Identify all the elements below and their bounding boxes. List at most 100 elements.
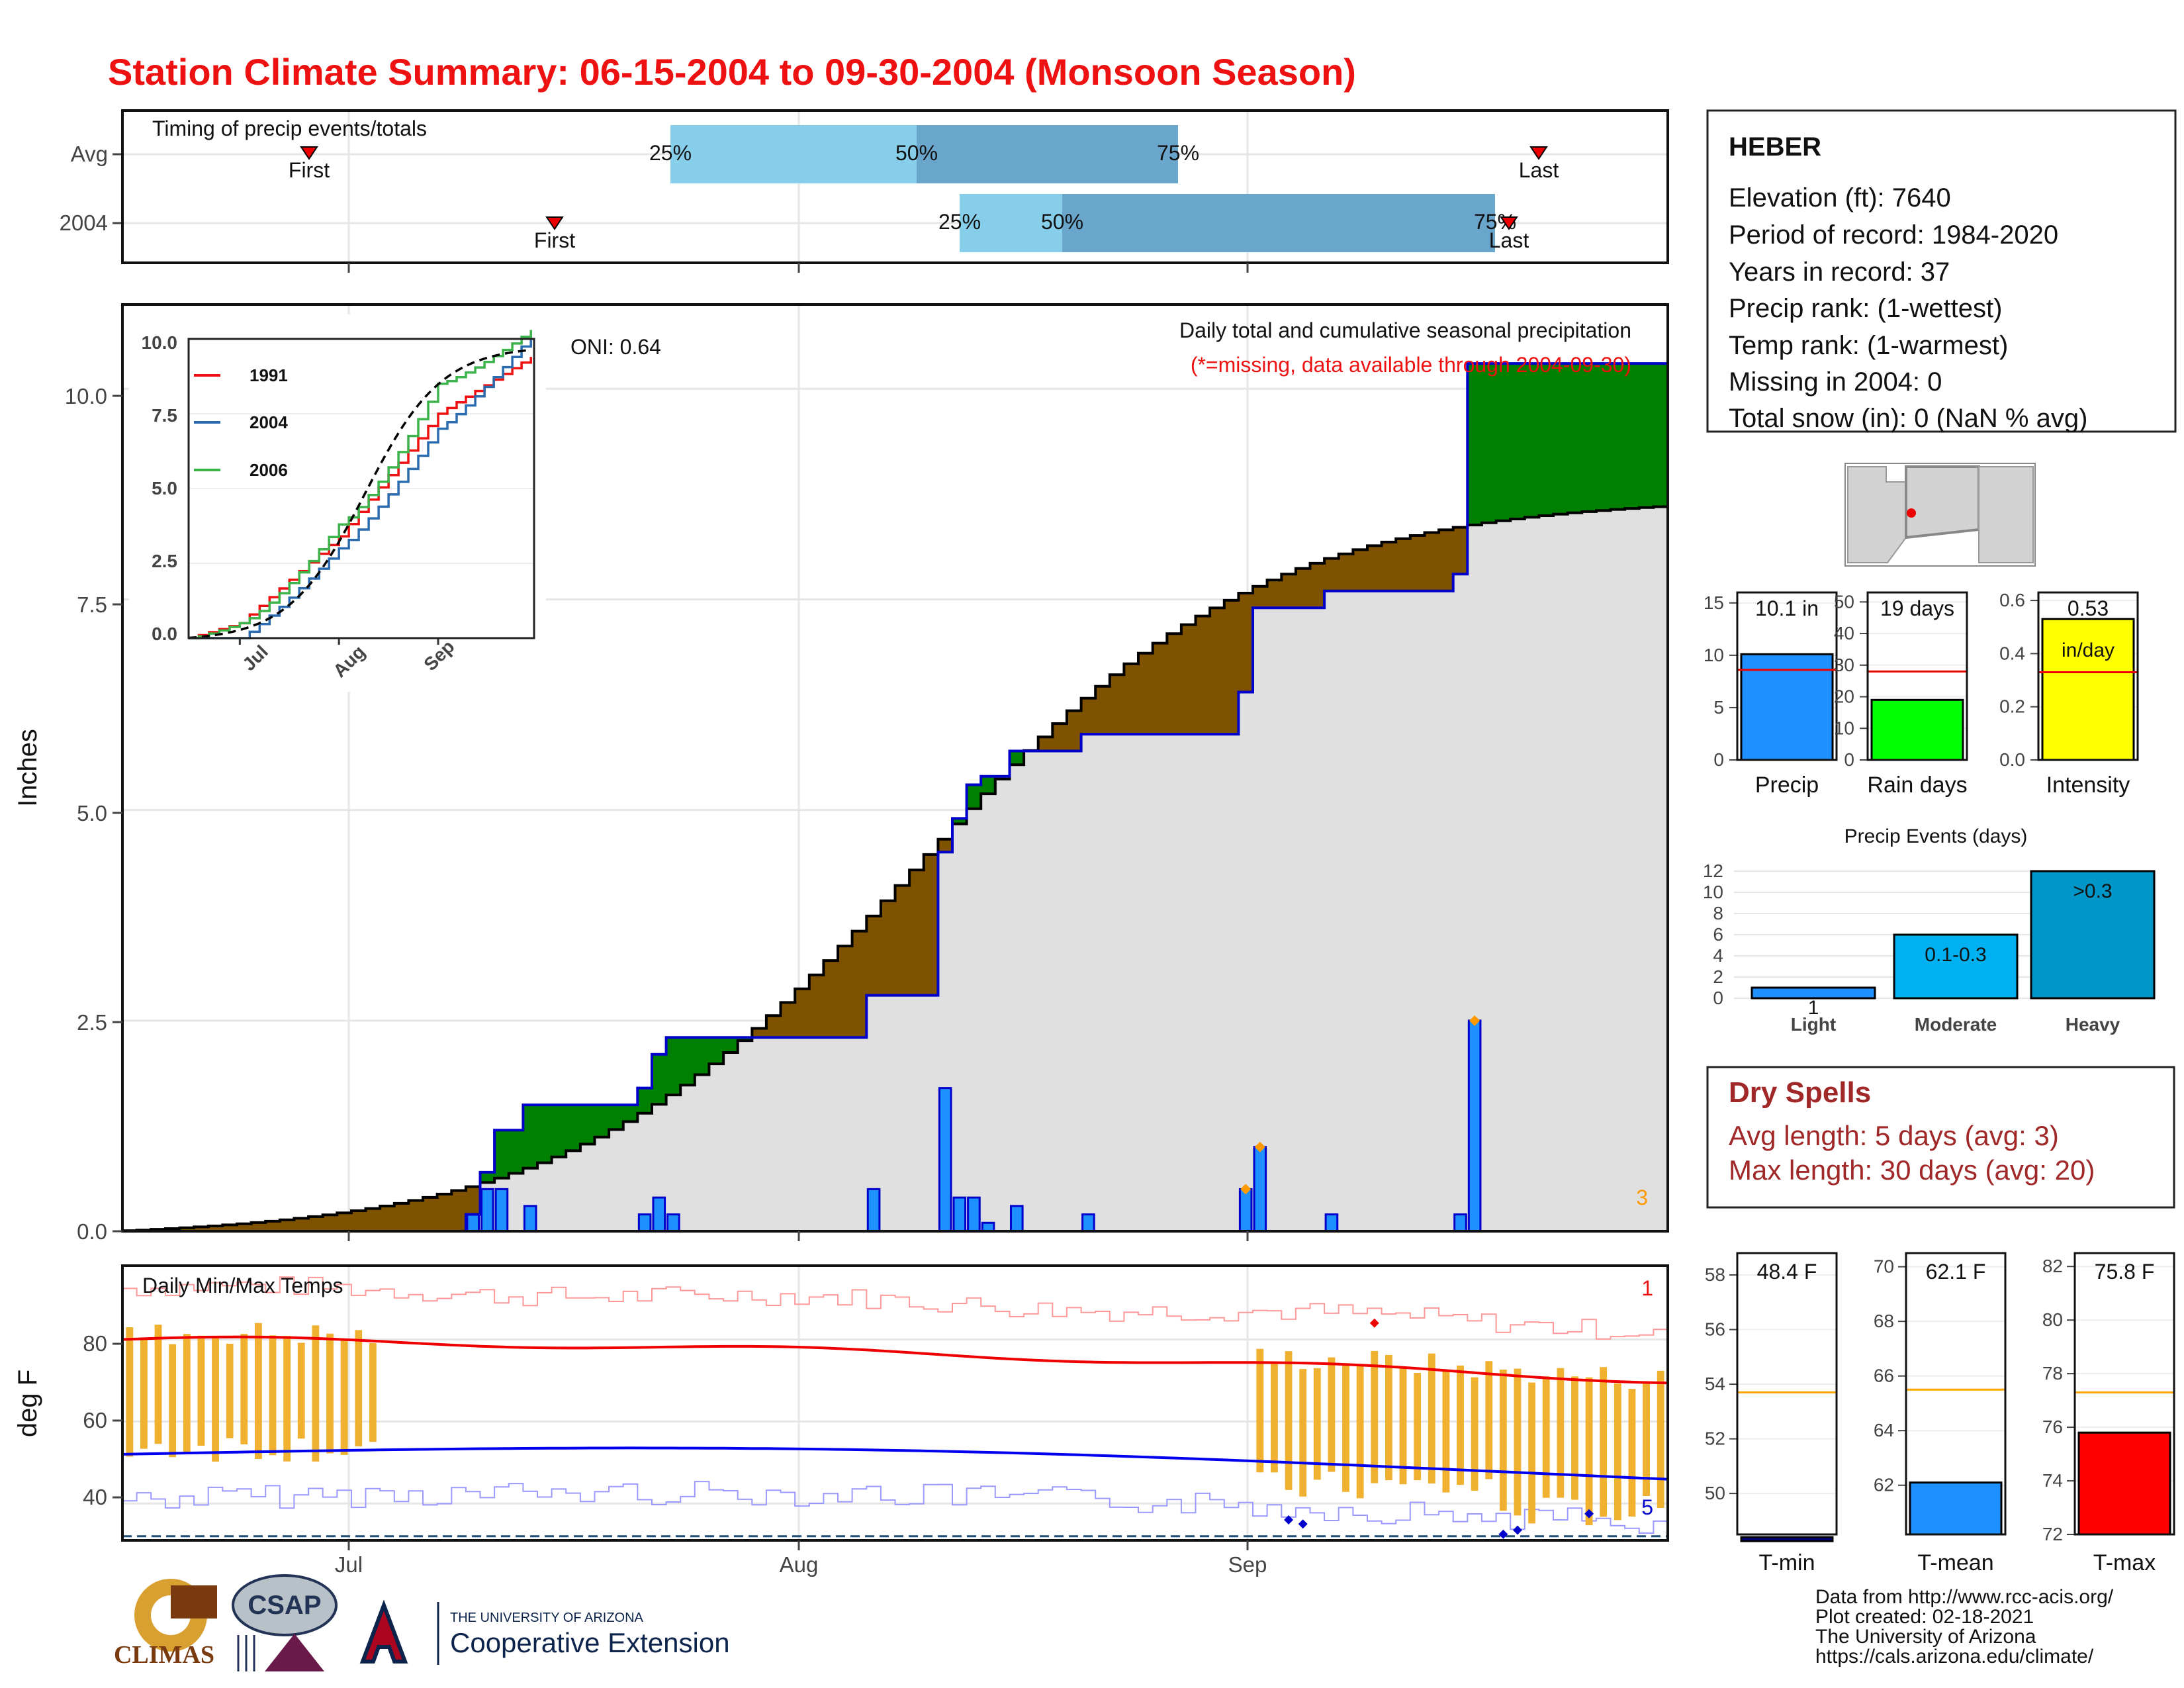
ua-small-text: THE UNIVERSITY OF ARIZONA bbox=[450, 1611, 644, 1625]
deficit-band bbox=[1152, 643, 1167, 735]
precip-note-missing: (*=missing, data available through 2004-… bbox=[1191, 353, 1631, 377]
deficit-band bbox=[351, 1211, 367, 1231]
dry-spells-title: Dry Spells bbox=[1729, 1076, 1871, 1109]
avg-last-label: Last bbox=[1519, 158, 1559, 182]
daily-temp-range-bar bbox=[154, 1325, 162, 1444]
events-ytick: 2 bbox=[1713, 966, 1723, 987]
csap-logo: CSAP bbox=[232, 1574, 338, 1671]
deficit-band bbox=[938, 839, 953, 853]
avg-first-marker bbox=[300, 146, 318, 160]
info-years: Years in record: 37 bbox=[1729, 258, 1950, 287]
temp-summary-ytick: 64 bbox=[1874, 1420, 1894, 1440]
summary-bar-rain-days bbox=[1870, 698, 1964, 761]
deficit-band bbox=[437, 1194, 452, 1231]
deficit-band bbox=[909, 870, 925, 996]
daily-precip-bar bbox=[952, 1196, 967, 1233]
summary-ytick: 10 bbox=[1704, 645, 1724, 665]
daily-precip-bar bbox=[523, 1205, 537, 1233]
temp-summary-ytick: 50 bbox=[1705, 1483, 1725, 1503]
inset-avg-line bbox=[188, 348, 531, 639]
summary-ytick: 30 bbox=[1834, 655, 1854, 675]
summary-ytick: 0.6 bbox=[1999, 590, 2025, 610]
deficit-band bbox=[208, 1225, 223, 1231]
summary-ytick: 5 bbox=[1713, 697, 1724, 718]
year-last-marker bbox=[1500, 216, 1518, 230]
deficit-band bbox=[1081, 698, 1096, 735]
daily-precip-bar bbox=[866, 1188, 881, 1233]
events-ytick: 4 bbox=[1713, 945, 1723, 966]
surplus-band bbox=[995, 776, 1011, 779]
temp-summary-ytick: 82 bbox=[2042, 1256, 2063, 1276]
temp-ytick-60: 60 bbox=[83, 1408, 107, 1432]
surplus-band bbox=[1625, 363, 1640, 509]
daily-temp-range-bar bbox=[1614, 1383, 1621, 1521]
deficit-band bbox=[423, 1197, 438, 1231]
daily-temp-range-bar bbox=[126, 1327, 134, 1457]
deficit-band bbox=[1324, 558, 1340, 591]
avg-min-temp-line bbox=[122, 1446, 1668, 1481]
year-q50-q75-bar bbox=[1062, 194, 1495, 252]
csap-logo-text: CSAP bbox=[248, 1591, 321, 1620]
temp-summary-ytick: 68 bbox=[1874, 1311, 1894, 1331]
dry-spells-box: Dry Spells Avg length: 5 days (avg: 3) M… bbox=[1706, 1066, 2175, 1209]
xtick-sep: Sep bbox=[1228, 1552, 1267, 1577]
deficit-band bbox=[852, 931, 867, 1038]
daily-temp-range-bar bbox=[297, 1342, 305, 1439]
inset-line-2006 bbox=[189, 330, 532, 639]
year-q25-label: 25% bbox=[938, 210, 981, 234]
deficit-band bbox=[1253, 586, 1268, 608]
temp-summary-ytick: 76 bbox=[2042, 1417, 2063, 1437]
deficit-band bbox=[1439, 530, 1454, 591]
daily-precip-bar bbox=[1238, 1188, 1253, 1233]
surplus-band bbox=[723, 1037, 739, 1053]
temp-ylabel: deg F bbox=[13, 1370, 42, 1437]
daily-temp-range-bar bbox=[169, 1344, 177, 1458]
summary-bars: 0 5 10 15 10.1 in Precip 0 10 20 30 40 50 19 days Rai… bbox=[1704, 590, 2139, 798]
daily-temp-range-bar bbox=[240, 1334, 248, 1444]
surplus-band bbox=[1639, 363, 1654, 508]
daily-temp-range-bar bbox=[254, 1323, 262, 1460]
surplus-band bbox=[1553, 363, 1569, 514]
daily-temp-range-bar bbox=[1600, 1367, 1608, 1517]
surplus-band bbox=[623, 1105, 638, 1122]
events-bar-label-light: 1 bbox=[1808, 997, 1819, 1019]
daily-temp-range-bar bbox=[1385, 1354, 1392, 1481]
temp-summary-ytick: 52 bbox=[1705, 1429, 1725, 1449]
surplus-band bbox=[580, 1105, 596, 1145]
deficit-band bbox=[1095, 686, 1111, 735]
deficit-band bbox=[866, 915, 882, 996]
precip-ytick-2: 5.0 bbox=[77, 801, 107, 825]
info-precip-rank: Precip rank: (1-wettest) bbox=[1729, 294, 2002, 323]
avg-max-temp-line bbox=[122, 1335, 1668, 1385]
climas-logo-text: CLIMAS bbox=[114, 1641, 214, 1669]
events-bar-light bbox=[1751, 986, 1876, 1000]
temp-summary-bar-t-mean bbox=[1909, 1481, 2003, 1536]
avg-q50-q75-bar bbox=[917, 125, 1178, 183]
timing-row-year: 2004 bbox=[60, 211, 108, 235]
summary-value-unit: in/day bbox=[2062, 639, 2115, 661]
deficit-band bbox=[194, 1227, 209, 1231]
daily-temp-range-bar bbox=[1271, 1361, 1278, 1473]
temp-summary-ytick: 58 bbox=[1705, 1264, 1725, 1285]
credit-url: https://cals.arizona.edu/climate/ bbox=[1815, 1646, 2094, 1667]
state-locator-map bbox=[1844, 463, 2036, 567]
deficit-band bbox=[1367, 545, 1383, 591]
timing-panel: Timing of precip events/totals Avg 2004 … bbox=[60, 109, 1669, 273]
summary-ytick: 40 bbox=[1834, 623, 1854, 643]
deficit-band bbox=[923, 854, 938, 996]
surplus-band bbox=[508, 1130, 523, 1174]
summary-ytick: 0.2 bbox=[1999, 696, 2025, 717]
daily-temp-range-bar bbox=[212, 1337, 219, 1462]
deficit-band bbox=[1338, 553, 1353, 591]
deficit-band bbox=[1310, 563, 1325, 608]
temp-min-count: 5 bbox=[1641, 1495, 1653, 1519]
daily-temp-range-bar bbox=[326, 1333, 334, 1454]
deficit-band bbox=[408, 1200, 424, 1231]
summary-ytick: 15 bbox=[1704, 592, 1724, 613]
events-bar-moderate bbox=[1893, 933, 2019, 1000]
surplus-band bbox=[1596, 363, 1612, 511]
year-q50-label: 50% bbox=[1041, 210, 1083, 234]
info-temp-rank: Temp rank: (1-warmest) bbox=[1729, 331, 2008, 360]
events-bar-label-moderate: 0.1-0.3 bbox=[1925, 944, 1986, 966]
university-arizona-logo: THE UNIVERSITY OF ARIZONA Cooperative Ex… bbox=[359, 1599, 730, 1665]
